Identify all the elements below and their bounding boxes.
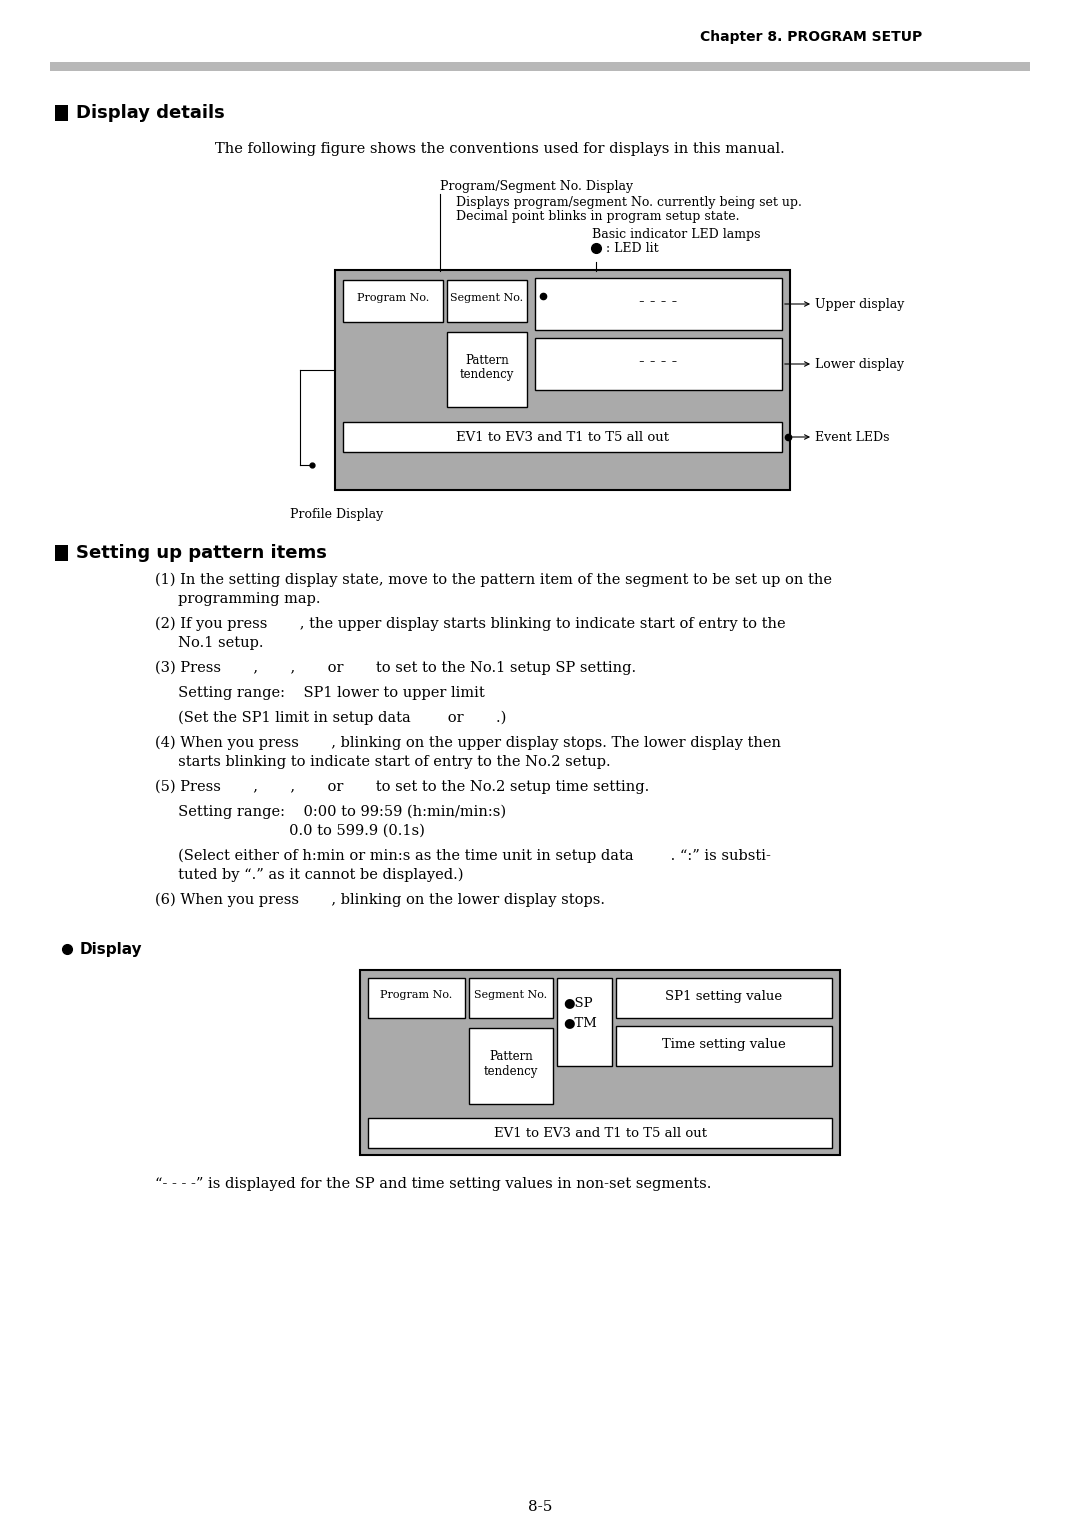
- Text: (Select either of h:min or min:s as the time unit in setup data        . “:” is : (Select either of h:min or min:s as the …: [156, 850, 771, 863]
- Bar: [616, 1025, 832, 1067]
- Bar: [50, 63, 1030, 70]
- Bar: [343, 422, 782, 452]
- Text: tendency: tendency: [460, 368, 514, 380]
- Bar: [616, 978, 832, 1018]
- Text: (6) When you press       , blinking on the lower display stops.: (6) When you press , blinking on the low…: [156, 892, 605, 908]
- Text: tendency: tendency: [484, 1065, 538, 1077]
- Text: Setting range:    SP1 lower to upper limit: Setting range: SP1 lower to upper limit: [156, 686, 485, 700]
- Text: : LED lit: : LED lit: [606, 241, 659, 255]
- Text: Decimal point blinks in program setup state.: Decimal point blinks in program setup st…: [456, 209, 740, 223]
- Text: Display: Display: [80, 941, 143, 957]
- Bar: [469, 978, 553, 1018]
- Text: Program No.: Program No.: [380, 990, 453, 999]
- Text: 8-5: 8-5: [528, 1500, 552, 1514]
- Bar: [335, 270, 789, 490]
- Text: The following figure shows the conventions used for displays in this manual.: The following figure shows the conventio…: [215, 142, 785, 156]
- Bar: [535, 278, 782, 330]
- Bar: [447, 280, 527, 322]
- Text: 0.0 to 599.9 (0.1s): 0.0 to 599.9 (0.1s): [156, 824, 424, 837]
- Bar: [469, 1028, 553, 1105]
- Bar: [360, 970, 840, 1155]
- Text: Displays program/segment No. currently being set up.: Displays program/segment No. currently b…: [456, 196, 801, 209]
- Bar: [55, 105, 68, 121]
- Bar: [535, 338, 782, 390]
- Bar: [343, 280, 443, 322]
- Text: Chapter 8. PROGRAM SETUP: Chapter 8. PROGRAM SETUP: [700, 31, 922, 44]
- Text: SP1 setting value: SP1 setting value: [665, 990, 783, 1002]
- Text: (5) Press       ,       ,       or       to set to the No.2 setup time setting.: (5) Press , , or to set to the No.2 setu…: [156, 779, 649, 795]
- Text: Segment No.: Segment No.: [474, 990, 548, 999]
- Text: No.1 setup.: No.1 setup.: [156, 636, 264, 649]
- Bar: [557, 978, 612, 1067]
- Text: EV1 to EV3 and T1 to T5 all out: EV1 to EV3 and T1 to T5 all out: [456, 431, 669, 445]
- Text: Segment No.: Segment No.: [450, 293, 524, 303]
- Text: Profile Display: Profile Display: [291, 507, 383, 521]
- Bar: [447, 332, 527, 406]
- Text: (4) When you press       , blinking on the upper display stops. The lower displa: (4) When you press , blinking on the upp…: [156, 736, 781, 750]
- Text: Lower display: Lower display: [815, 358, 904, 371]
- Bar: [55, 545, 68, 561]
- Text: Pattern: Pattern: [489, 1050, 532, 1063]
- Text: ●TM: ●TM: [563, 1016, 597, 1028]
- Text: Event LEDs: Event LEDs: [815, 431, 890, 445]
- Text: ●SP: ●SP: [563, 996, 593, 1008]
- Text: programming map.: programming map.: [156, 591, 321, 607]
- Text: “- - - -” is displayed for the SP and time setting values in non-set segments.: “- - - -” is displayed for the SP and ti…: [156, 1177, 712, 1190]
- Text: Upper display: Upper display: [815, 298, 904, 312]
- Text: Setting range:    0:00 to 99:59 (h:min/min:s): Setting range: 0:00 to 99:59 (h:min/min:…: [156, 805, 507, 819]
- Text: (3) Press       ,       ,       or       to set to the No.1 setup SP setting.: (3) Press , , or to set to the No.1 setu…: [156, 662, 636, 675]
- Text: (Set the SP1 limit in setup data        or       .): (Set the SP1 limit in setup data or .): [156, 711, 507, 726]
- Text: tuted by “.” as it cannot be displayed.): tuted by “.” as it cannot be displayed.): [156, 868, 463, 882]
- Text: starts blinking to indicate start of entry to the No.2 setup.: starts blinking to indicate start of ent…: [156, 755, 610, 769]
- Text: EV1 to EV3 and T1 to T5 all out: EV1 to EV3 and T1 to T5 all out: [494, 1128, 706, 1140]
- Text: Display details: Display details: [76, 104, 225, 122]
- Text: - - - -: - - - -: [639, 293, 677, 310]
- Bar: [368, 1118, 832, 1148]
- Text: Setting up pattern items: Setting up pattern items: [76, 544, 327, 562]
- Text: (2) If you press       , the upper display starts blinking to indicate start of : (2) If you press , the upper display sta…: [156, 617, 785, 631]
- Text: Pattern: Pattern: [465, 354, 509, 367]
- Text: Basic indicator LED lamps: Basic indicator LED lamps: [592, 228, 760, 241]
- Text: - - - -: - - - -: [639, 353, 677, 370]
- Bar: [368, 978, 465, 1018]
- Text: (1) In the setting display state, move to the pattern item of the segment to be : (1) In the setting display state, move t…: [156, 573, 832, 587]
- Text: Program No.: Program No.: [356, 293, 429, 303]
- Text: Time setting value: Time setting value: [662, 1038, 786, 1051]
- Text: Program/Segment No. Display: Program/Segment No. Display: [440, 180, 633, 193]
